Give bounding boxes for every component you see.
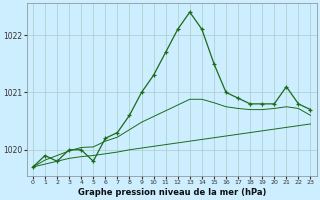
- X-axis label: Graphe pression niveau de la mer (hPa): Graphe pression niveau de la mer (hPa): [77, 188, 266, 197]
